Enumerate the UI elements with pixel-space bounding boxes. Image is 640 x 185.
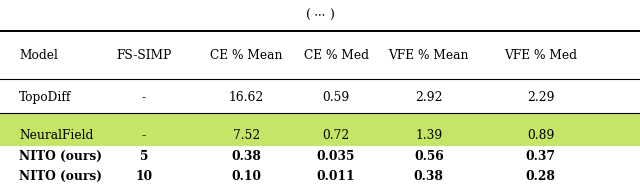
Text: ( $\mathregular{\cdots}$ ): ( $\mathregular{\cdots}$ ) xyxy=(305,6,335,22)
Text: 0.72: 0.72 xyxy=(323,130,349,142)
Text: NITO (ours): NITO (ours) xyxy=(19,170,102,183)
Text: CE % Med: CE % Med xyxy=(303,49,369,62)
Text: 2.29: 2.29 xyxy=(527,91,554,104)
Text: FS-SIMP: FS-SIMP xyxy=(116,49,172,62)
Text: 1.39: 1.39 xyxy=(415,130,442,142)
Text: -: - xyxy=(142,130,146,142)
Text: 0.56: 0.56 xyxy=(414,150,444,163)
Text: 0.37: 0.37 xyxy=(526,150,556,163)
Text: 16.62: 16.62 xyxy=(228,91,264,104)
Text: 0.10: 0.10 xyxy=(232,170,261,183)
Text: 0.035: 0.035 xyxy=(317,150,355,163)
Text: 5: 5 xyxy=(140,150,148,163)
Text: TopoDiff: TopoDiff xyxy=(19,91,72,104)
Text: Model: Model xyxy=(19,49,58,62)
Text: NITO (ours): NITO (ours) xyxy=(19,150,102,163)
Text: 0.38: 0.38 xyxy=(232,150,261,163)
Text: 0.59: 0.59 xyxy=(323,91,349,104)
Text: NeuralField: NeuralField xyxy=(19,130,93,142)
Text: 0.011: 0.011 xyxy=(317,170,355,183)
Text: 2.92: 2.92 xyxy=(415,91,442,104)
Text: -: - xyxy=(142,91,146,104)
Text: 0.28: 0.28 xyxy=(526,170,556,183)
Text: VFE % Mean: VFE % Mean xyxy=(388,49,469,62)
Text: 7.52: 7.52 xyxy=(233,130,260,142)
Text: 0.38: 0.38 xyxy=(414,170,444,183)
Text: 0.89: 0.89 xyxy=(527,130,554,142)
Bar xyxy=(0,113,640,146)
Text: VFE % Med: VFE % Med xyxy=(504,49,577,62)
Text: 10: 10 xyxy=(136,170,152,183)
Text: CE % Mean: CE % Mean xyxy=(210,49,283,62)
